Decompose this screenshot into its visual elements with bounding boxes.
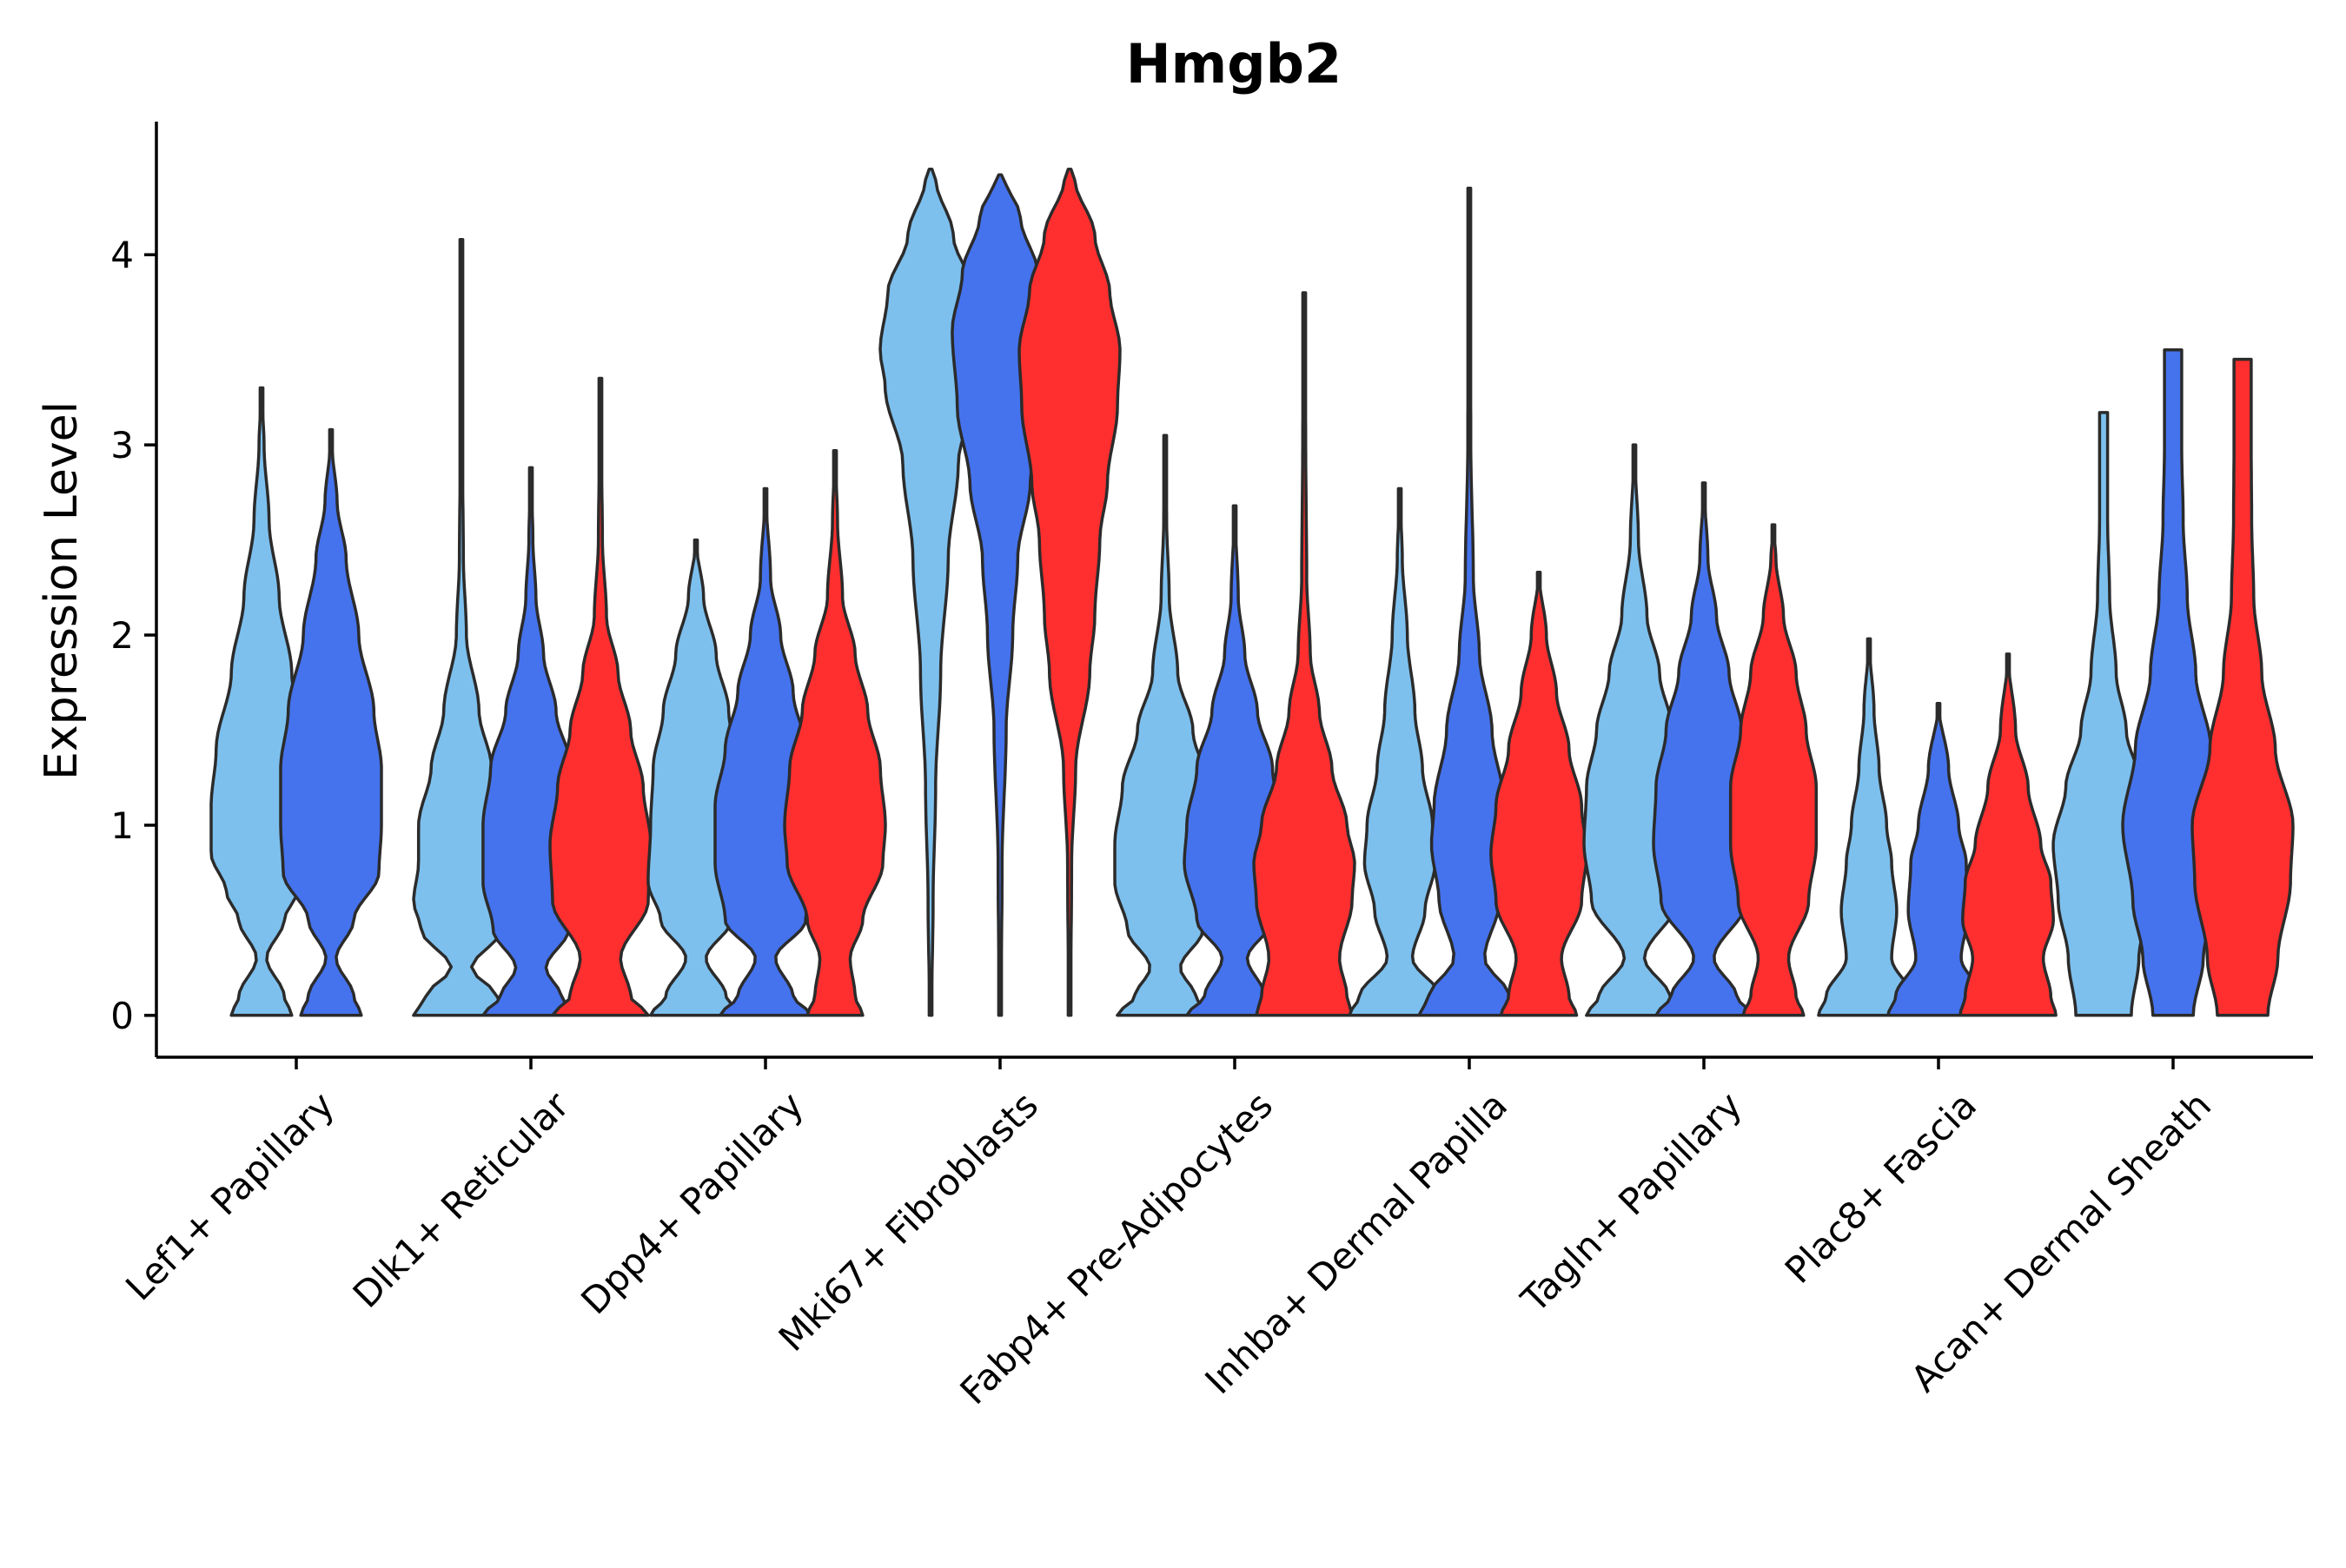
y-tick-label: 4	[110, 234, 134, 276]
violin-mki67-s3	[1017, 167, 1122, 1017]
x-tick-label: Plac8+ Fascia	[1777, 1083, 1985, 1291]
violin-group	[1113, 291, 1356, 1017]
x-tick-label: Tagln+ Papillary	[1513, 1083, 1750, 1320]
y-tick-label: 2	[110, 614, 134, 657]
violin-lef1-s2	[279, 427, 383, 1017]
violin-dlk1-s2	[481, 466, 580, 1017]
chart-title: Hmgb2	[1126, 32, 1342, 96]
plot-area	[209, 167, 2295, 1017]
y-tick-label: 0	[110, 995, 134, 1037]
y-tick-label: 3	[110, 424, 134, 466]
x-tick-label: Dpp4+ Papillary	[573, 1083, 812, 1322]
x-tick-label: Mki67+ Fibroblasts	[771, 1083, 1046, 1359]
violin-inhba-s3	[1489, 571, 1588, 1017]
violin-group	[646, 448, 887, 1017]
violin-fabp4-s3	[1252, 291, 1356, 1017]
violin-group	[2051, 347, 2295, 1017]
violin-dpp4-s3	[783, 448, 887, 1017]
y-tick-label: 1	[110, 804, 134, 847]
violin-group	[209, 386, 383, 1017]
violin-group	[1817, 637, 2058, 1017]
violin-inhba-s1	[1348, 486, 1452, 1017]
violin-group	[1348, 186, 1588, 1017]
violin-plac8-s3	[1958, 652, 2058, 1017]
x-tick-label: Dlk1+ Reticular	[345, 1083, 578, 1316]
violin-group	[878, 167, 1122, 1017]
violin-dlk1-s3	[548, 376, 653, 1017]
violin-acan-s3	[2190, 357, 2295, 1017]
x-tick-label: Lef1+ Papillary	[117, 1083, 342, 1308]
violin-plac8-s1	[1817, 637, 1921, 1017]
y-axis-ticks: 0 1 2 3 4	[110, 234, 156, 1037]
violin-group	[1582, 443, 1819, 1017]
y-axis-label: Expression Level	[36, 401, 88, 780]
violin-group	[412, 237, 653, 1017]
violin-tagln-s3	[1728, 523, 1819, 1017]
